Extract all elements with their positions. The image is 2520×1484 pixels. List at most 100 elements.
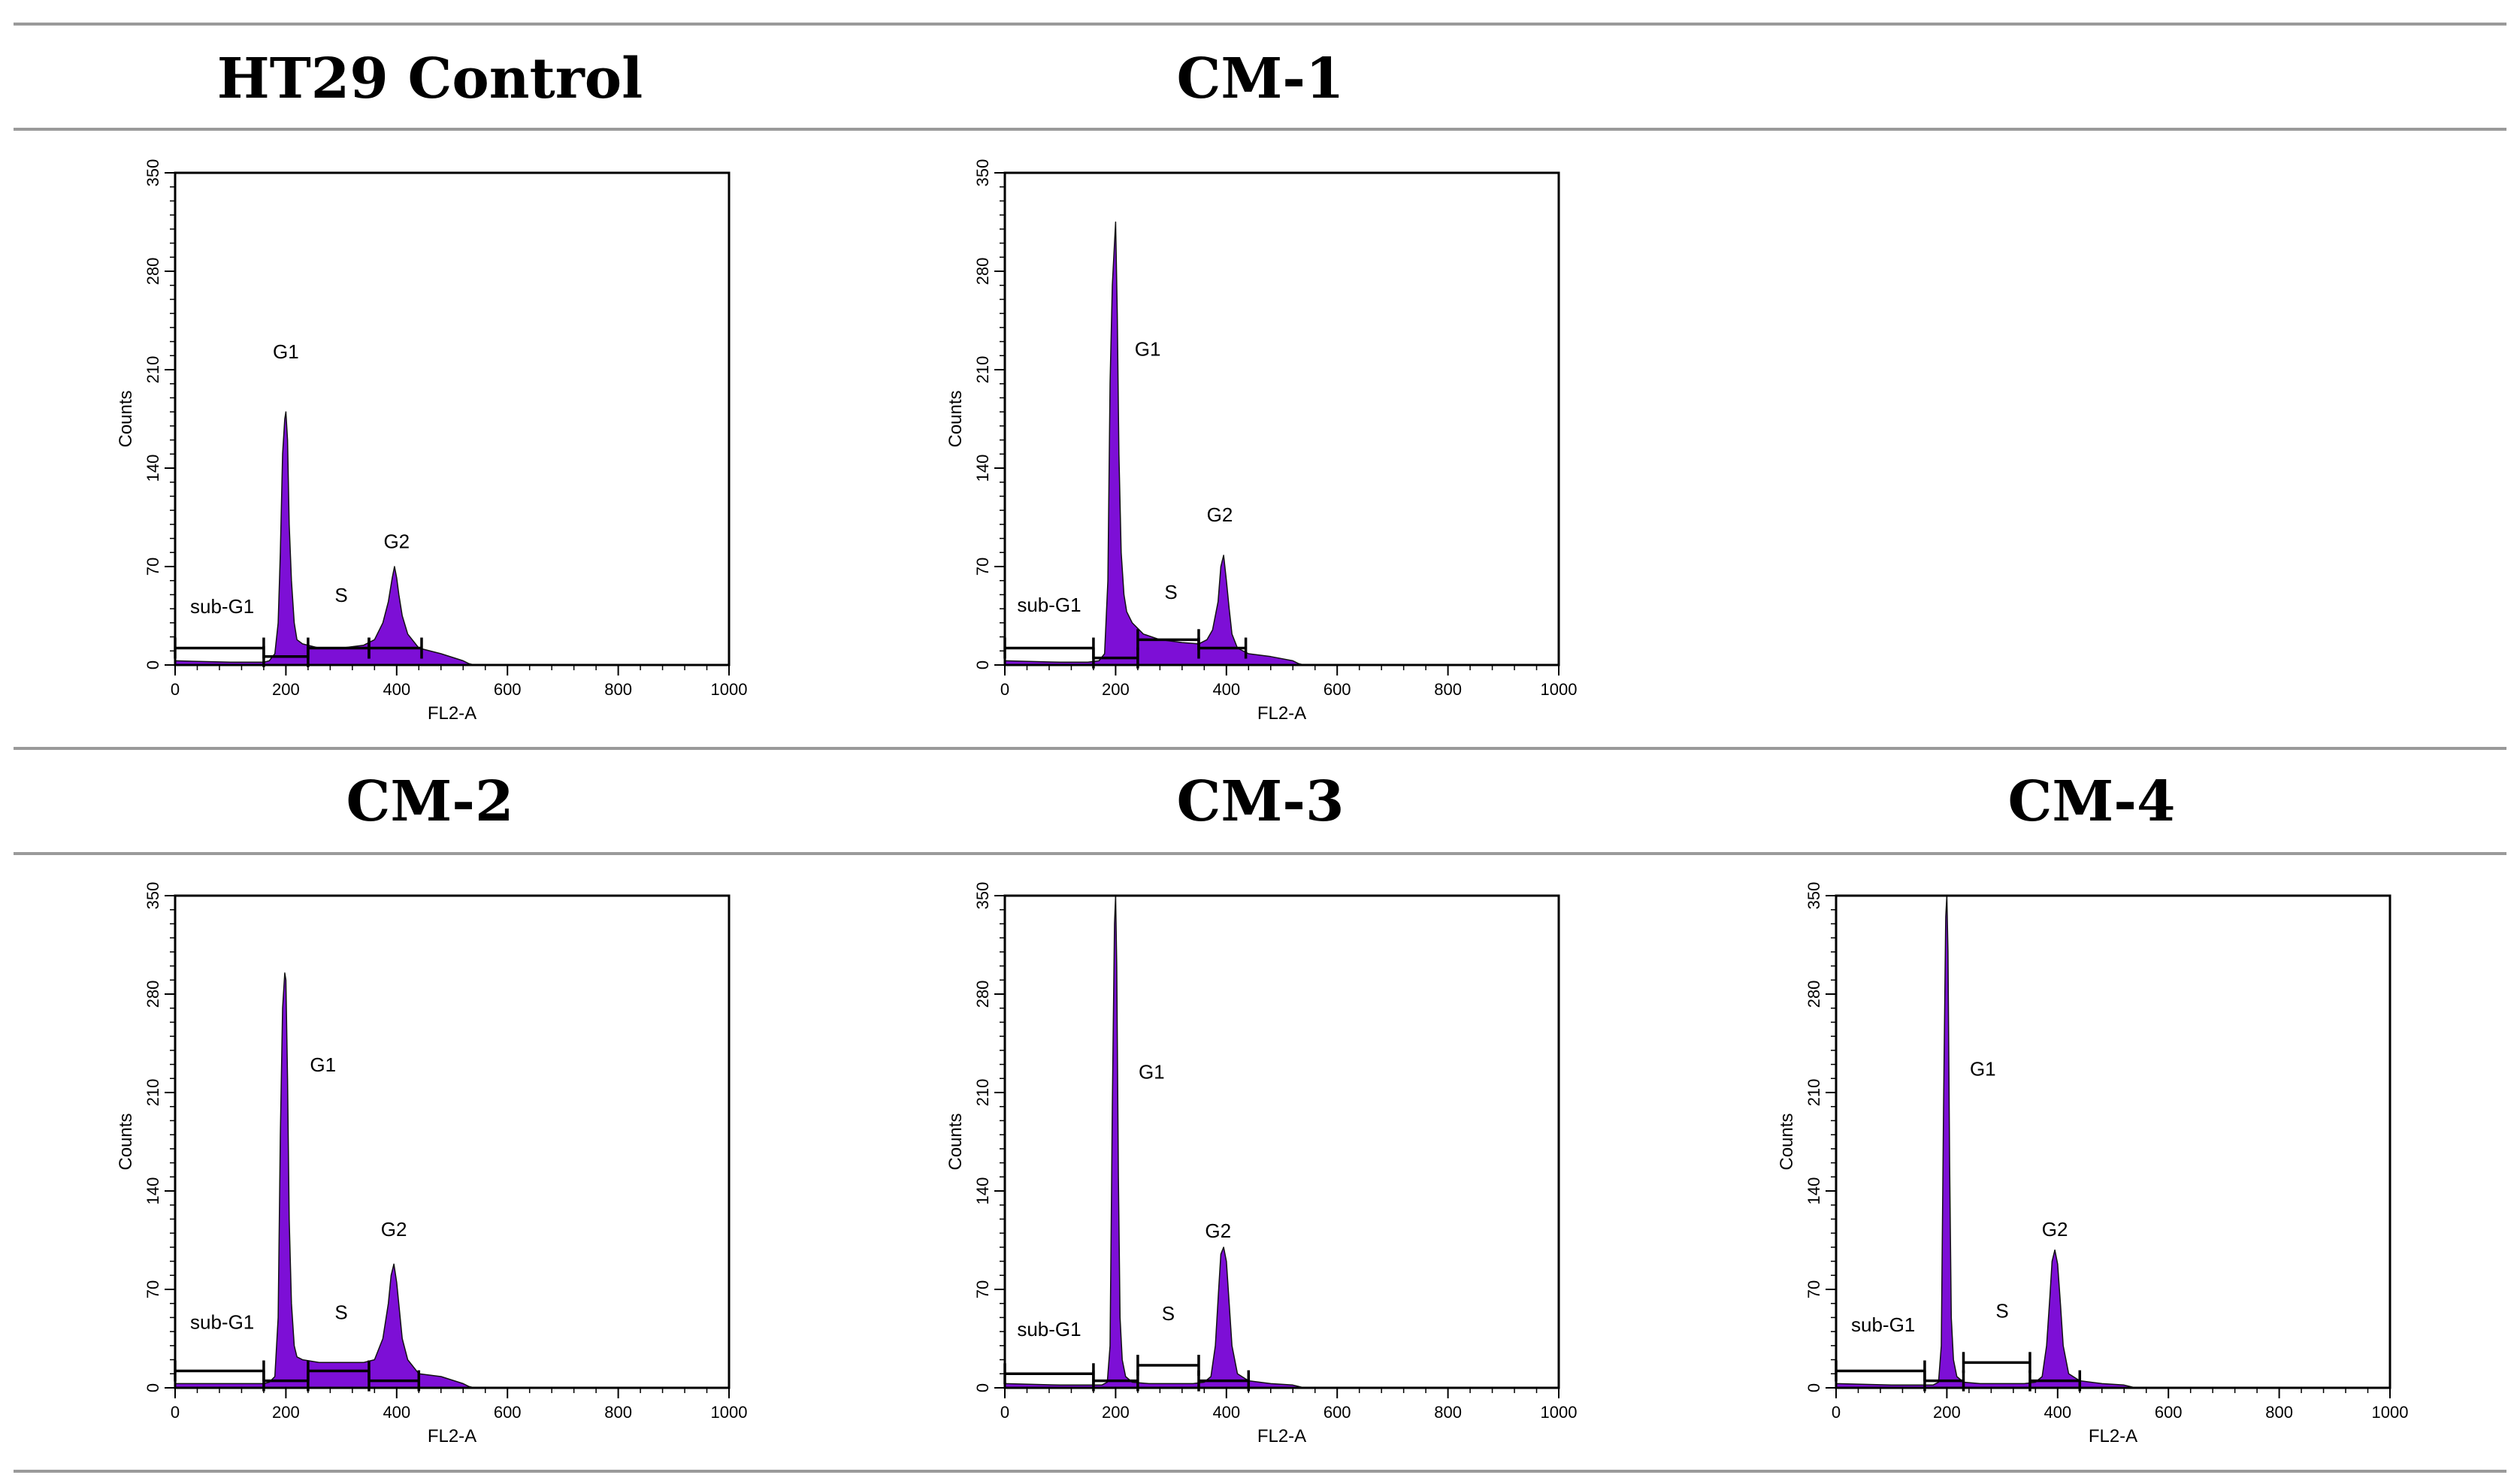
x-tick-label: 0 bbox=[171, 680, 180, 699]
histogram-cm-3: 0 200 400 600 800 1000 0 70 140 210 280 350 FL2-A Cou… bbox=[945, 882, 1578, 1446]
x-tick-label: 600 bbox=[494, 680, 522, 699]
title-cm-4: CM-4 bbox=[2007, 769, 2176, 834]
x-tick-label: 800 bbox=[1434, 680, 1462, 699]
y-tick-label: 280 bbox=[973, 258, 992, 286]
x-axis-title: FL2-A bbox=[428, 703, 476, 724]
x-tick-label: 400 bbox=[383, 680, 410, 699]
region-label-g1: G1 bbox=[1970, 1058, 1996, 1081]
x-tick-label: 400 bbox=[383, 1403, 410, 1422]
x-tick-label: 800 bbox=[1434, 1403, 1462, 1422]
histogram-cm-1: 0 200 400 600 800 1000 0 70 140 210 280 350 FL2-A Cou… bbox=[945, 159, 1578, 724]
y-axis-title: Counts bbox=[945, 390, 966, 447]
region-label-s: S bbox=[1995, 1299, 2008, 1322]
y-tick-label: 280 bbox=[144, 981, 162, 1008]
y-tick-label: 0 bbox=[973, 660, 992, 669]
title-cm-2: CM-2 bbox=[346, 769, 514, 834]
x-tick-label: 800 bbox=[604, 680, 632, 699]
y-tick-label: 0 bbox=[973, 1383, 992, 1392]
histogram-ht29-control: 0 200 400 600 800 1000 0 70 140 210 280 350 FL2-A Cou… bbox=[116, 159, 748, 724]
region-label-g2: G2 bbox=[383, 530, 410, 553]
table-rule-row2-header bbox=[14, 852, 2506, 855]
region-label-g1: G1 bbox=[310, 1053, 336, 1076]
region-label-sub-g1: sub-G1 bbox=[1017, 594, 1081, 616]
title-cm-1: CM-1 bbox=[1176, 47, 1345, 111]
x-tick-label: 400 bbox=[2044, 1403, 2071, 1422]
y-tick-label: 350 bbox=[973, 882, 992, 910]
region-label-sub-g1: sub-G1 bbox=[1017, 1318, 1081, 1340]
histogram-area bbox=[1004, 221, 1559, 666]
y-tick-label: 350 bbox=[1805, 882, 1823, 910]
y-tick-label: 350 bbox=[973, 159, 992, 187]
x-tick-label: 400 bbox=[1212, 680, 1240, 699]
x-tick-label: 1000 bbox=[1541, 1403, 1578, 1422]
table-rule-row1-header bbox=[14, 128, 2506, 131]
x-tick-label: 0 bbox=[171, 1403, 180, 1422]
x-axis-title: FL2-A bbox=[428, 1426, 476, 1446]
x-axis-title: FL2-A bbox=[1257, 1426, 1306, 1446]
title-ht29-control: HT29 Control bbox=[216, 47, 643, 111]
x-tick-label: 600 bbox=[1324, 1403, 1351, 1422]
x-tick-label: 200 bbox=[272, 680, 300, 699]
region-label-g1: G1 bbox=[273, 340, 299, 363]
plot-frame bbox=[1003, 894, 1560, 1389]
region-label-sub-g1: sub-G1 bbox=[190, 1310, 254, 1333]
x-tick-label: 0 bbox=[1000, 1403, 1009, 1422]
y-tick-label: 280 bbox=[1805, 981, 1823, 1008]
y-tick-label: 210 bbox=[973, 356, 992, 384]
x-tick-label: 600 bbox=[2155, 1403, 2183, 1422]
y-tick-label: 280 bbox=[144, 258, 162, 286]
y-tick-label: 140 bbox=[1805, 1177, 1823, 1205]
y-tick-label: 0 bbox=[144, 1383, 162, 1392]
region-label-g1: G1 bbox=[1139, 1060, 1165, 1083]
title-cm-3: CM-3 bbox=[1176, 769, 1345, 834]
histogram-cm-4: 0 200 400 600 800 1000 0 70 140 210 280 350 FL2-A Cou… bbox=[1777, 882, 2408, 1446]
x-tick-label: 1000 bbox=[1541, 680, 1578, 699]
region-label-g2: G2 bbox=[1205, 1220, 1231, 1242]
y-tick-label: 70 bbox=[144, 558, 162, 576]
x-tick-label: 0 bbox=[1832, 1403, 1841, 1422]
y-tick-label: 210 bbox=[144, 356, 162, 384]
x-tick-label: 200 bbox=[1102, 680, 1130, 699]
region-label-s: S bbox=[1164, 581, 1177, 603]
region-label-sub-g1: sub-G1 bbox=[1851, 1313, 1915, 1336]
region-label-g2: G2 bbox=[1207, 503, 1233, 526]
x-tick-label: 800 bbox=[2265, 1403, 2293, 1422]
y-axis-title: Counts bbox=[116, 1113, 136, 1170]
histogram-area bbox=[174, 972, 730, 1389]
y-tick-label: 70 bbox=[973, 1280, 992, 1298]
x-tick-label: 1000 bbox=[711, 680, 748, 699]
x-tick-label: 800 bbox=[604, 1403, 632, 1422]
y-tick-label: 70 bbox=[1805, 1280, 1823, 1298]
x-tick-label: 1000 bbox=[711, 1403, 748, 1422]
plot-frame bbox=[174, 894, 731, 1389]
table-rule-middle bbox=[14, 747, 2506, 750]
y-tick-label: 0 bbox=[1805, 1383, 1823, 1392]
x-tick-label: 200 bbox=[1102, 1403, 1130, 1422]
region-label-g2: G2 bbox=[381, 1218, 407, 1241]
y-tick-label: 140 bbox=[973, 455, 992, 482]
y-tick-label: 280 bbox=[973, 981, 992, 1008]
x-tick-label: 600 bbox=[494, 1403, 522, 1422]
x-tick-label: 0 bbox=[1000, 680, 1009, 699]
table-rule-bottom bbox=[14, 1470, 2506, 1473]
x-tick-label: 200 bbox=[272, 1403, 300, 1422]
histogram-area bbox=[174, 411, 730, 666]
x-tick-label: 400 bbox=[1212, 1403, 1240, 1422]
region-label-g1: G1 bbox=[1135, 337, 1161, 360]
x-tick-label: 600 bbox=[1324, 680, 1351, 699]
y-tick-label: 210 bbox=[144, 1079, 162, 1107]
region-label-s: S bbox=[1162, 1302, 1175, 1325]
y-tick-label: 0 bbox=[144, 660, 162, 669]
table-rule-top bbox=[14, 23, 2506, 26]
x-axis-title: FL2-A bbox=[1257, 703, 1306, 724]
y-tick-label: 350 bbox=[144, 159, 162, 187]
y-tick-label: 140 bbox=[973, 1177, 992, 1205]
y-tick-label: 210 bbox=[1805, 1079, 1823, 1107]
y-tick-label: 70 bbox=[144, 1280, 162, 1298]
y-tick-label: 140 bbox=[144, 1177, 162, 1205]
plot-frame bbox=[174, 171, 731, 666]
x-axis-title: FL2-A bbox=[2089, 1426, 2137, 1446]
y-tick-label: 210 bbox=[973, 1079, 992, 1107]
x-tick-label: 200 bbox=[1933, 1403, 1961, 1422]
y-tick-label: 70 bbox=[973, 558, 992, 576]
